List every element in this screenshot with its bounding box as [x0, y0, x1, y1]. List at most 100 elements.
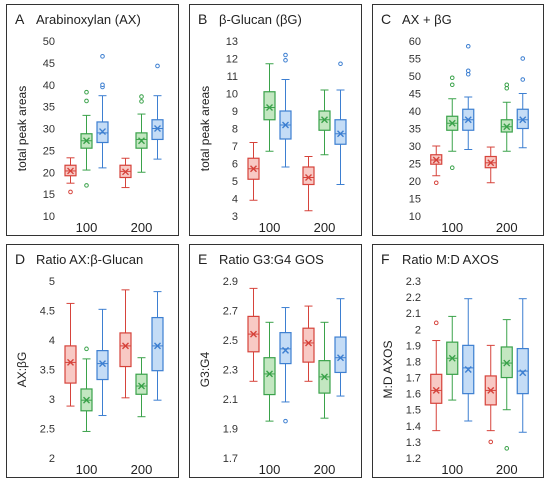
y-tick-label: 50: [43, 36, 55, 48]
box-green-100: [80, 89, 93, 188]
outlier-point: [68, 189, 73, 195]
y-tick-label: 1.8: [406, 356, 421, 368]
box-blue-100: [279, 307, 292, 424]
panel-title: AX + βG: [402, 12, 452, 27]
y-tick-label: 10: [226, 89, 238, 101]
x-tick-label: 200: [314, 220, 336, 235]
box-green-100: [263, 321, 276, 422]
y-tick-label: 10: [43, 211, 55, 223]
panel-letter: E: [198, 251, 207, 267]
outlier-point: [504, 446, 510, 451]
mean-marker: [305, 339, 312, 347]
box-blue-200: [334, 61, 347, 185]
y-axis-label: AX:βG: [15, 352, 29, 388]
box-red-100: [64, 302, 77, 407]
mean-marker: [337, 130, 344, 138]
y-tick-label: 55: [409, 54, 421, 66]
iqr-box: [334, 119, 347, 145]
y-tick-label: 30: [43, 124, 55, 136]
mean-marker: [250, 165, 257, 173]
y-tick-label: 7: [232, 141, 238, 153]
mean-marker: [519, 116, 527, 124]
outlier-point: [283, 57, 288, 63]
y-tick-label: 45: [43, 58, 55, 70]
panel-c: C AX + βG 10 15 20 25 30 35 40 45 50 55 60 100 200: [372, 4, 544, 236]
box-red-100: [64, 157, 77, 195]
iqr-box: [135, 373, 148, 395]
box-red-200: [302, 305, 315, 382]
outlier-point: [520, 56, 526, 61]
y-tick-label: 4: [49, 335, 55, 347]
mean-marker: [464, 116, 472, 124]
outlier-point: [139, 99, 144, 104]
x-tick-label: 100: [76, 462, 98, 477]
outlier-point: [433, 320, 439, 326]
panel-frame: [6, 244, 179, 478]
outlier-point: [449, 165, 455, 170]
box-green-100: [80, 346, 93, 432]
box-blue-100: [462, 298, 475, 422]
y-tick-label: 8: [232, 124, 238, 136]
mean-marker: [266, 104, 273, 111]
box-red-200: [119, 157, 132, 189]
box-green-100: [446, 75, 459, 170]
mean-marker: [487, 386, 495, 394]
box-green-100: [446, 315, 459, 401]
outlier-point: [488, 439, 494, 445]
mean-marker: [321, 116, 328, 124]
y-tick-label: 12: [226, 54, 238, 66]
mean-marker: [122, 168, 129, 176]
outlier-point: [449, 82, 455, 88]
box-blue-200: [334, 298, 347, 397]
box-green-200: [135, 94, 148, 173]
box-red-100: [430, 145, 443, 186]
outlier-point: [84, 89, 89, 95]
panel-letter: C: [381, 11, 391, 27]
y-tick-label: 2.2: [406, 292, 421, 304]
y-tick-label: 5: [232, 176, 238, 188]
panel-title: Ratio M:D AXOS: [402, 252, 499, 267]
y-tick-label: 3: [49, 394, 55, 406]
iqr-box: [263, 357, 276, 396]
box-red-200: [484, 344, 497, 445]
mean-marker: [83, 137, 90, 145]
box-green-200: [500, 319, 513, 451]
y-tick-label: 10: [409, 211, 421, 223]
panel-letter: A: [15, 11, 25, 27]
y-tick-label: 1.2: [406, 453, 421, 465]
y-tick-label: 6: [232, 159, 238, 171]
panel-title: Ratio AX:β-Glucan: [36, 252, 143, 267]
y-tick-label: 60: [409, 36, 421, 48]
mean-marker: [138, 382, 145, 390]
mean-marker: [67, 358, 74, 366]
box-green-100: [263, 63, 276, 152]
panel-title: Ratio G3:G4 GOS: [219, 252, 324, 267]
y-tick-label: 1.7: [406, 373, 421, 385]
panel-title: β-Glucan (βG): [219, 12, 302, 27]
mean-marker: [83, 396, 90, 404]
iqr-box: [302, 327, 315, 363]
box-green-200: [135, 357, 148, 418]
mean-marker: [99, 360, 106, 368]
outlier-point: [433, 180, 439, 186]
outlier-point: [449, 75, 455, 81]
box-blue-200: [516, 298, 529, 433]
y-tick-label: 11: [227, 71, 238, 83]
y-tick-label: 1.5: [406, 405, 421, 417]
panel-letter: F: [381, 251, 390, 267]
y-tick-label: 2.5: [40, 424, 55, 436]
mean-marker: [503, 123, 511, 131]
iqr-box: [430, 373, 443, 404]
outlier-point: [283, 418, 288, 424]
mean-marker: [487, 159, 495, 167]
box-red-100: [247, 287, 260, 382]
box-red-200: [119, 289, 132, 399]
y-tick-label: 2.3: [406, 276, 421, 288]
box-green-200: [500, 82, 513, 152]
iqr-box: [151, 316, 164, 372]
x-tick-label: 200: [496, 462, 518, 477]
mean-marker: [448, 354, 456, 362]
outlier-point: [504, 82, 510, 88]
panel-a: A Arabinoxylan (AX) 10 15 20 25 30 35 40 45 50 tota…: [6, 4, 179, 236]
box-blue-100: [96, 54, 109, 169]
